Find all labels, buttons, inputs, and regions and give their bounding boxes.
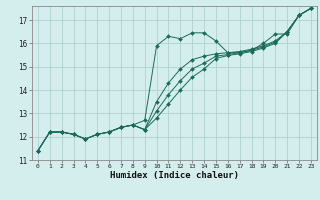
X-axis label: Humidex (Indice chaleur): Humidex (Indice chaleur)	[110, 171, 239, 180]
